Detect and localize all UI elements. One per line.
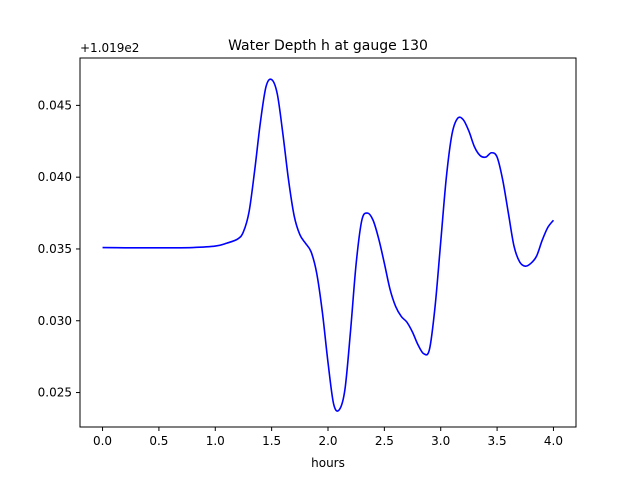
x-tick-label: 1.5 [262, 434, 281, 448]
x-tick-label: 2.5 [375, 434, 394, 448]
x-tick-label: 3.5 [488, 434, 507, 448]
x-tick-label: 2.0 [318, 434, 337, 448]
x-tick-label: 0.5 [149, 434, 168, 448]
y-offset-label: +1.019e2 [80, 41, 139, 55]
chart-title: Water Depth h at gauge 130 [228, 38, 428, 54]
x-tick-label: 1.0 [206, 434, 225, 448]
series-group [102, 78, 555, 412]
y-tick-label: 0.025 [38, 386, 72, 400]
y-tick-label: 0.030 [38, 314, 72, 328]
x-axis-ticks: 0.0 0.5 1.0 1.5 2.0 2.5 3.0 3.5 4.0 [93, 427, 563, 448]
x-axis-label: hours [311, 456, 345, 470]
y-axis-ticks: 0.025 0.030 0.035 0.040 0.045 [38, 98, 80, 400]
y-tick-label: 0.040 [38, 170, 72, 184]
y-tick-label: 0.035 [38, 242, 72, 256]
y-tick-label: 0.045 [38, 98, 72, 112]
series-line [102, 78, 555, 412]
x-tick-label: 0.0 [93, 434, 112, 448]
plot-area-frame [79, 57, 577, 428]
x-tick-label: 3.0 [431, 434, 450, 448]
x-tick-label: 4.0 [544, 434, 563, 448]
